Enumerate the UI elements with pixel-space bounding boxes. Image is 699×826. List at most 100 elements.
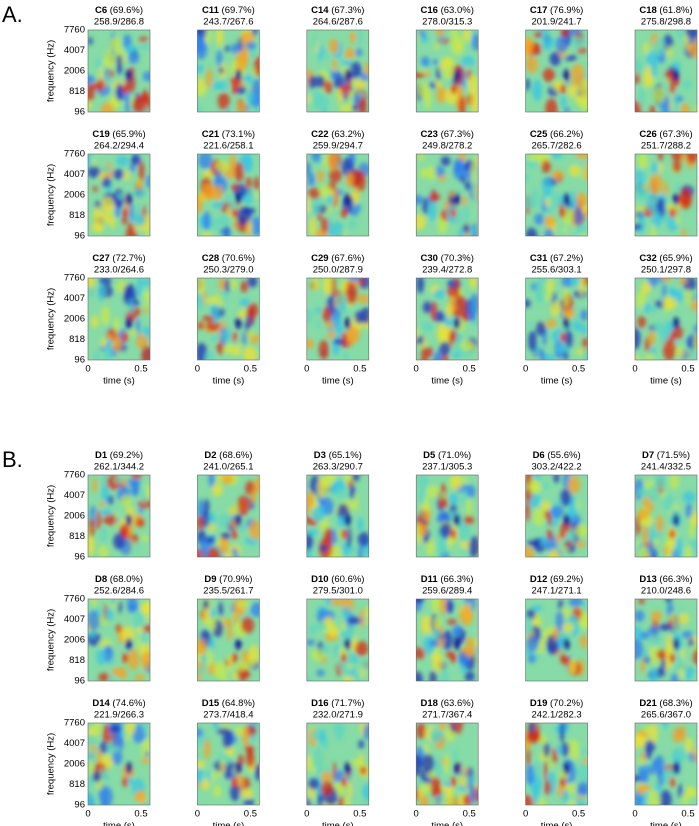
panel-stats: 275.8/298.8 bbox=[641, 17, 691, 28]
spectrogram bbox=[525, 475, 588, 557]
blob bbox=[450, 653, 456, 664]
panel-stats: 210.0/248.6 bbox=[641, 586, 691, 597]
blob bbox=[458, 96, 466, 112]
spectrogram bbox=[306, 30, 369, 112]
blob bbox=[685, 30, 697, 39]
blob bbox=[311, 649, 325, 661]
blob bbox=[450, 724, 456, 733]
panel-stats: 265.6/367.0 bbox=[641, 710, 691, 721]
blob bbox=[678, 783, 683, 799]
blob bbox=[112, 733, 124, 748]
section-label: B. bbox=[2, 447, 23, 472]
blob bbox=[560, 741, 570, 757]
panel-title: D1 (69.2%) bbox=[95, 450, 143, 461]
blob bbox=[306, 94, 312, 104]
blob bbox=[428, 201, 437, 222]
spectrogram bbox=[197, 278, 260, 360]
blob bbox=[421, 346, 428, 360]
blob bbox=[112, 169, 125, 180]
blob bbox=[107, 495, 114, 505]
panel-title: C23 (67.3%) bbox=[421, 129, 474, 140]
panel-stats: 265.7/282.6 bbox=[532, 141, 582, 152]
blob bbox=[686, 154, 697, 164]
panel-name: C29 bbox=[311, 253, 328, 264]
blob bbox=[116, 54, 123, 75]
panel-name: D1 bbox=[95, 450, 108, 461]
blob bbox=[534, 759, 542, 781]
blob bbox=[563, 514, 570, 527]
y-tick-label: 7760 bbox=[64, 25, 85, 36]
blob bbox=[218, 67, 225, 75]
blob bbox=[254, 763, 260, 781]
blob bbox=[637, 487, 650, 498]
blob bbox=[560, 95, 567, 109]
blob bbox=[235, 193, 242, 206]
blob bbox=[129, 202, 134, 222]
y-tick-label: 96 bbox=[74, 552, 85, 563]
blob bbox=[324, 80, 333, 94]
blob bbox=[651, 610, 662, 622]
blob bbox=[206, 650, 213, 668]
blob bbox=[450, 529, 456, 540]
blob bbox=[663, 338, 676, 360]
x-tick-label: 0 bbox=[523, 809, 528, 820]
spectrogram bbox=[197, 475, 260, 557]
blob bbox=[316, 318, 321, 331]
panel-title: C21 (73.1%) bbox=[202, 129, 255, 140]
blob bbox=[635, 327, 641, 350]
blob bbox=[96, 648, 106, 665]
blob bbox=[420, 36, 429, 43]
blob bbox=[253, 176, 260, 191]
panel-percent: (66.3%) bbox=[440, 574, 473, 585]
panel-percent: (71.5%) bbox=[657, 450, 690, 461]
blob bbox=[416, 214, 426, 231]
spectrogram-frame bbox=[306, 153, 370, 237]
blob bbox=[215, 168, 220, 188]
blob bbox=[564, 54, 577, 62]
blob bbox=[648, 329, 656, 346]
blob bbox=[355, 48, 363, 57]
x-tick-label: 0.5 bbox=[244, 364, 257, 375]
blob bbox=[674, 215, 681, 225]
panel-title: D2 (68.6%) bbox=[204, 450, 252, 461]
spectrogram-frame bbox=[415, 29, 479, 113]
blob bbox=[306, 639, 315, 646]
blob bbox=[247, 278, 258, 288]
panel-percent: (68.6%) bbox=[219, 450, 252, 461]
y-tick-label: 4007 bbox=[64, 45, 85, 56]
blob bbox=[205, 68, 213, 89]
panel-title: D21 (68.3%) bbox=[639, 698, 692, 709]
blob bbox=[640, 281, 652, 294]
panel-stats: 259.6/289.4 bbox=[422, 586, 472, 597]
blob bbox=[343, 675, 355, 681]
panel-name: D11 bbox=[421, 574, 439, 585]
spectrogram-frame bbox=[87, 29, 151, 113]
blob bbox=[341, 332, 347, 343]
blob bbox=[141, 487, 147, 504]
blob bbox=[312, 505, 326, 522]
blob bbox=[129, 298, 134, 315]
y-tick-label: 96 bbox=[74, 800, 85, 811]
blob bbox=[418, 525, 428, 537]
x-tick-label: 0 bbox=[414, 809, 419, 820]
blob bbox=[344, 625, 357, 641]
blob bbox=[531, 604, 543, 612]
blob bbox=[544, 228, 554, 236]
blob bbox=[140, 631, 147, 645]
panel-title: C19 (65.9%) bbox=[92, 129, 145, 140]
blob bbox=[669, 777, 675, 788]
blob bbox=[560, 653, 566, 664]
blob bbox=[144, 291, 150, 310]
blob bbox=[454, 317, 461, 330]
blob bbox=[672, 617, 679, 639]
panel-percent: (67.3%) bbox=[659, 129, 692, 140]
panel-title: C32 (65.9%) bbox=[639, 253, 692, 264]
panel-stats: 271.7/367.4 bbox=[422, 710, 472, 721]
x-tick-label: 0.5 bbox=[681, 364, 694, 375]
blob bbox=[543, 760, 548, 781]
blob bbox=[566, 539, 572, 548]
blob bbox=[250, 216, 260, 236]
spectrogram-frame bbox=[87, 277, 151, 361]
blob bbox=[306, 753, 310, 772]
blob bbox=[431, 599, 440, 614]
